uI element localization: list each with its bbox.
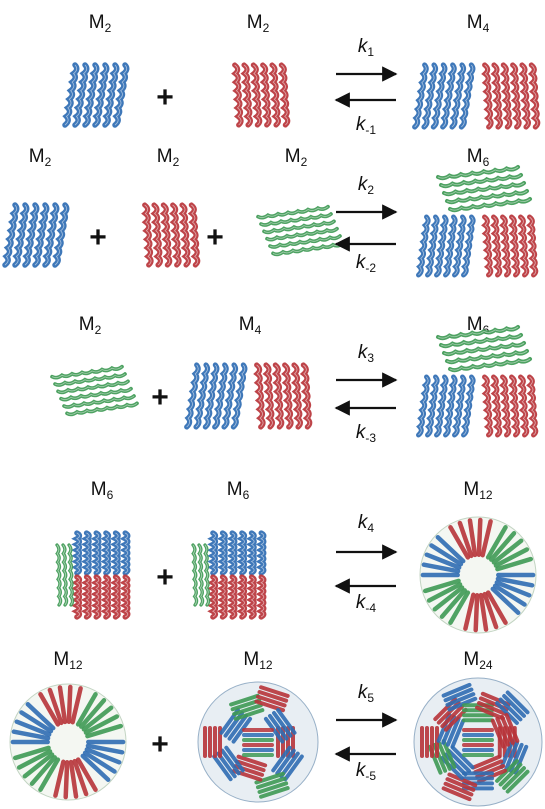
product-label-r2: M6 (467, 146, 490, 169)
forward-rate-label-r4: k4 (358, 512, 375, 535)
reactant-label-r4-1: M6 (91, 479, 114, 502)
reverse-rate-label-r4: k-4 (356, 592, 376, 615)
reactant-label-r2-1: M2 (29, 146, 52, 169)
reactant-label-r2-2: M2 (157, 146, 180, 169)
blue-red-green-complex-structure (416, 165, 539, 278)
reactant-label-r1-2: M2 (247, 12, 270, 35)
reactant-label-r2-3: M2 (285, 146, 308, 169)
forward-rate-label-r1: k1 (358, 36, 375, 59)
reactant-label-r3-1: M2 (79, 314, 102, 337)
hexamer-side-view-structure (191, 530, 267, 620)
blue-red-complex-structure (412, 62, 541, 130)
red-helix-bundle-structure (231, 62, 291, 128)
plus-sign-r1-1: + (156, 81, 174, 114)
product-label-r4: M12 (463, 479, 493, 502)
forward-rate-label-r2: k2 (358, 174, 375, 197)
reactant-label-r5-2: M12 (243, 649, 273, 672)
dodecamer-ring-structure (9, 683, 127, 801)
blue-red-green-complex-structure (416, 325, 539, 438)
red-helix-bundle-structure (141, 202, 201, 268)
reactant-label-r1-1: M2 (89, 12, 112, 35)
blue-red-complex-structure (184, 362, 313, 430)
dodecamer-sphere-structure (197, 681, 319, 803)
reactant-label-r4-2: M6 (227, 479, 250, 502)
plus-sign-r2-1: + (89, 221, 107, 254)
forward-rate-label-r5: k5 (358, 682, 375, 705)
green-helix-bundle-structure (256, 204, 345, 257)
product-label-r1: M4 (467, 12, 490, 35)
reverse-rate-label-r1: k-1 (356, 114, 376, 137)
reactant-label-r3-2: M4 (239, 314, 262, 337)
blue-helix-bundle-structure (2, 202, 70, 268)
product-label-r5: M24 (463, 649, 493, 672)
forward-rate-label-r3: k3 (358, 342, 375, 365)
plus-sign-r4-1: + (156, 561, 174, 594)
green-helix-bundle-structure (50, 364, 139, 417)
plus-sign-r2-2: + (206, 221, 224, 254)
24-mer-sphere-structure (413, 677, 543, 807)
plus-sign-r3-1: + (151, 381, 169, 414)
reverse-rate-label-r5: k-5 (356, 760, 376, 783)
blue-helix-bundle-structure (62, 62, 130, 128)
plus-sign-r5-1: + (151, 728, 169, 761)
reverse-rate-label-r3: k-3 (356, 422, 376, 445)
dodecamer-ring-structure (419, 516, 537, 634)
reverse-rate-label-r2: k-2 (356, 252, 376, 275)
hexamer-side-view-structure (55, 530, 131, 620)
reactant-label-r5-1: M12 (53, 649, 83, 672)
